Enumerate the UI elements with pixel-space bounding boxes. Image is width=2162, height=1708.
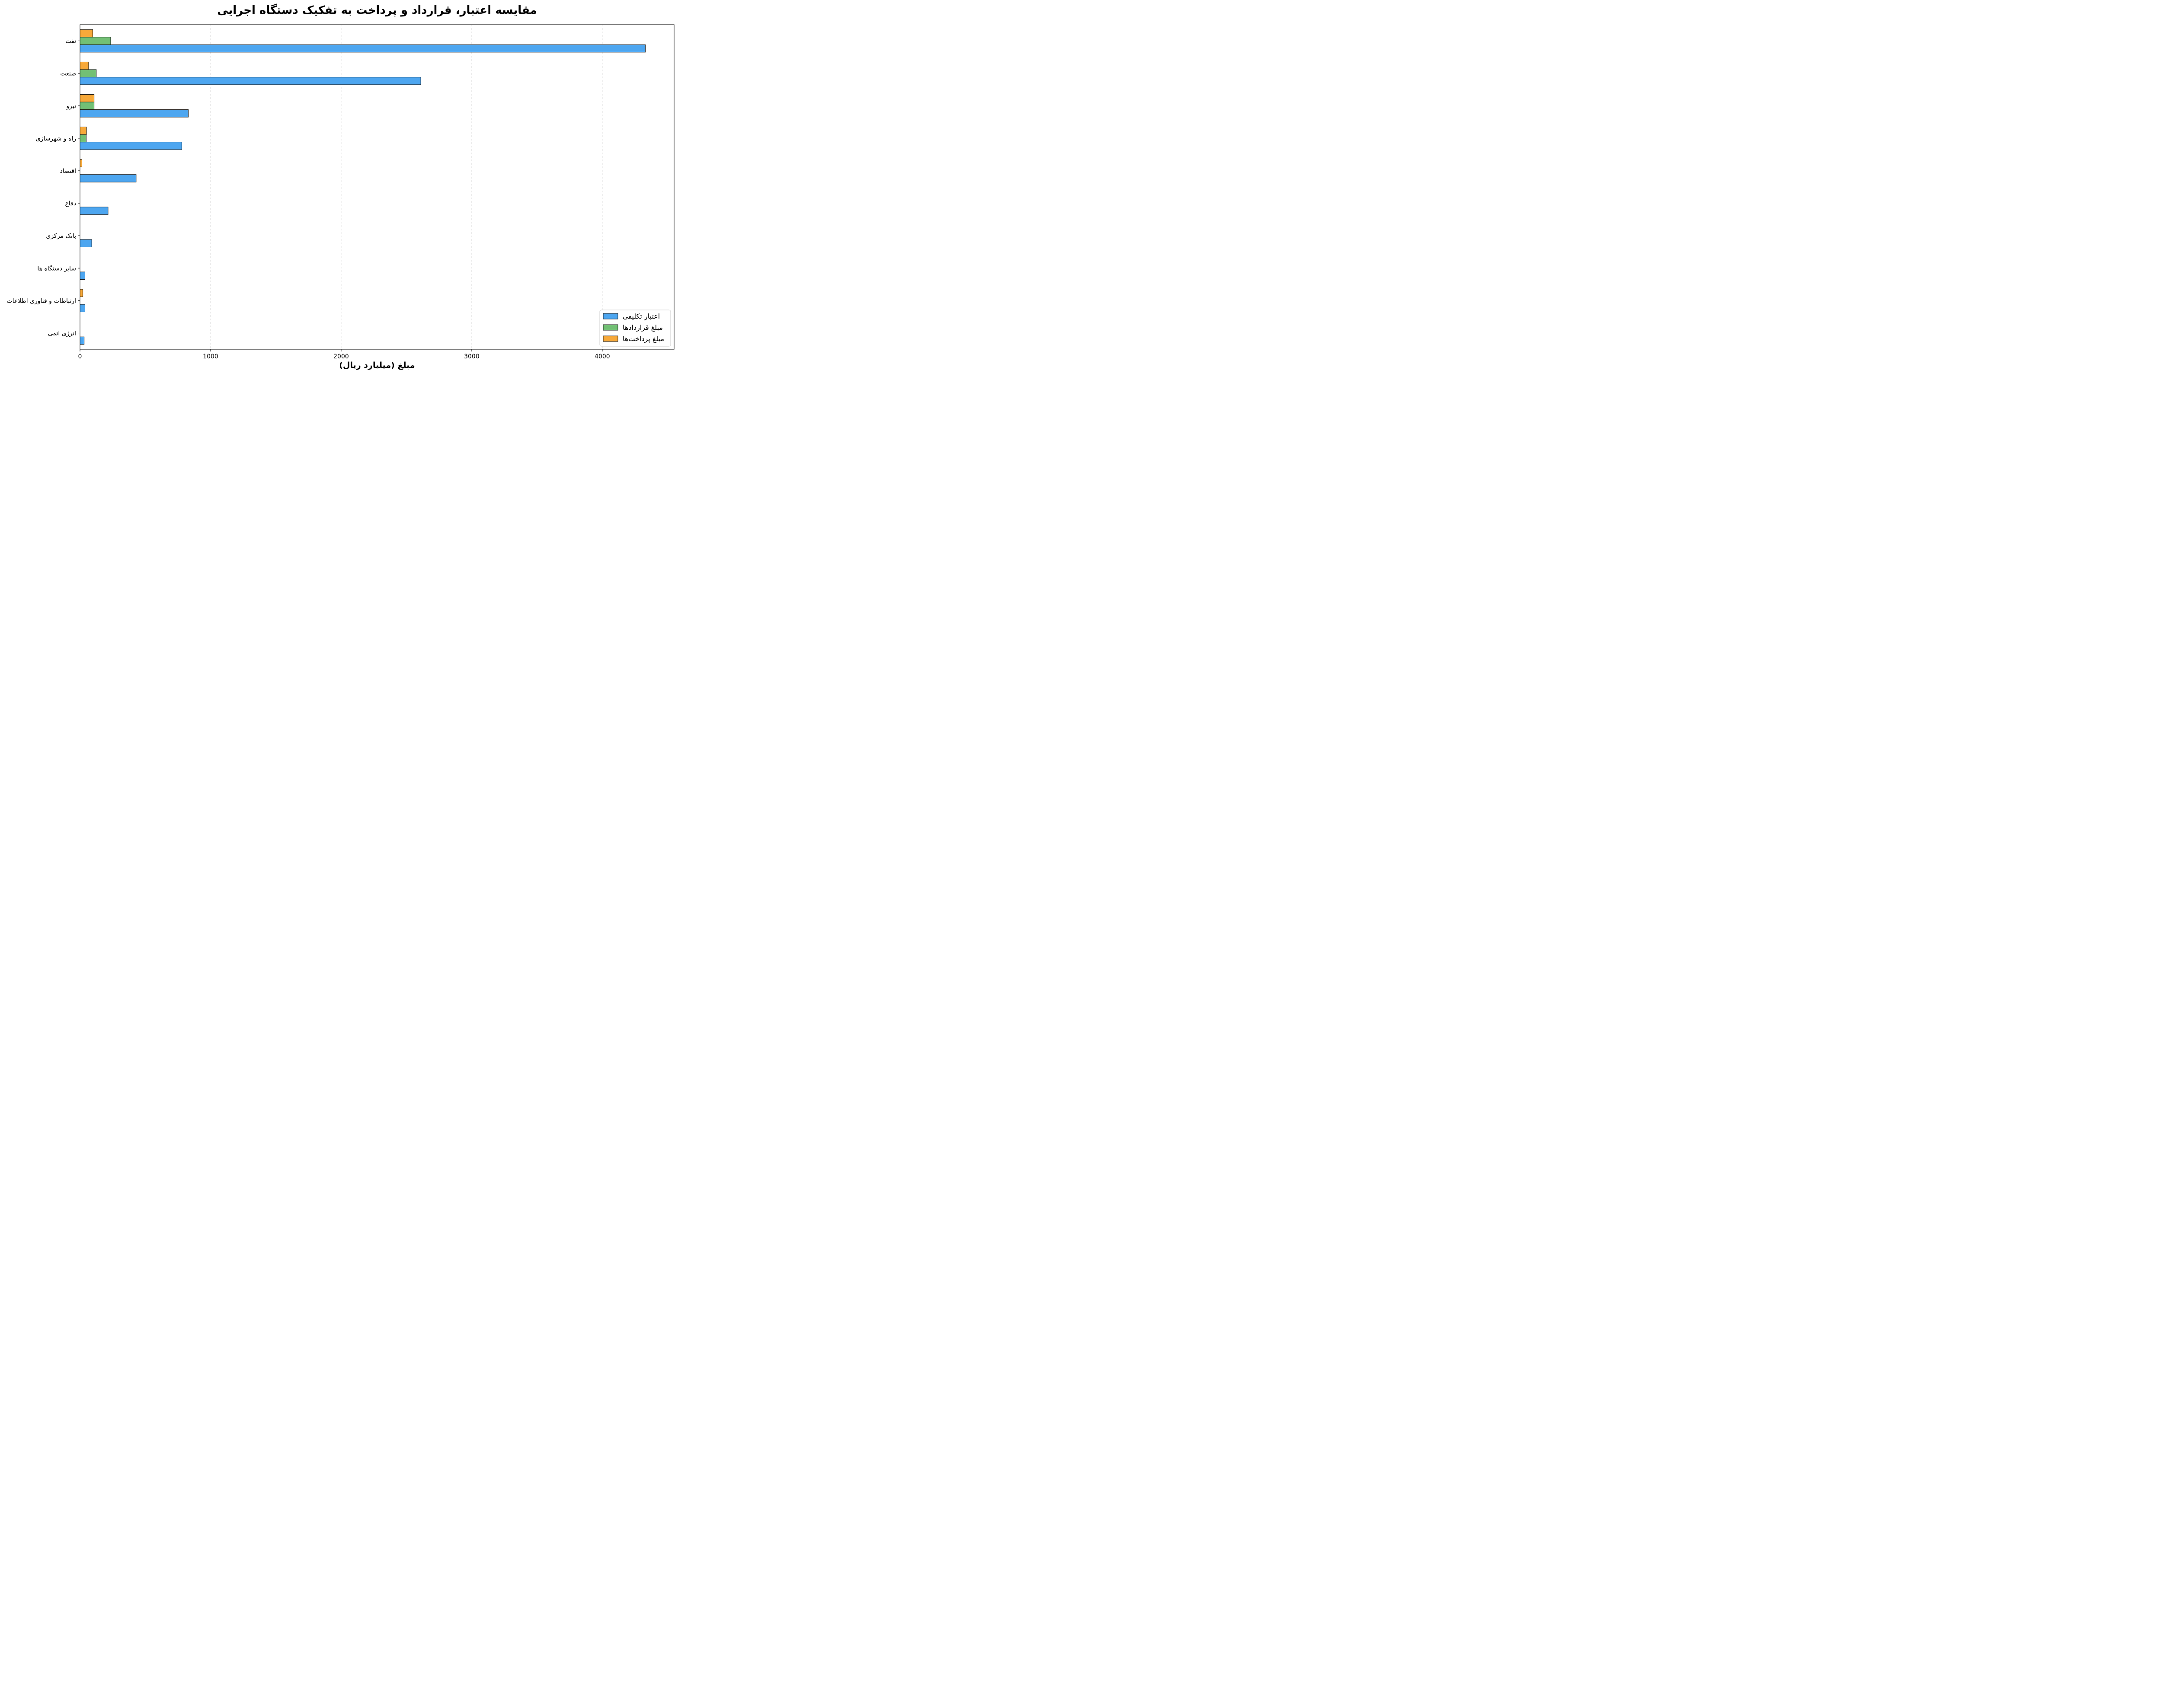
bar-2	[80, 69, 97, 77]
bar-3	[80, 94, 95, 102]
bar-3	[80, 289, 83, 297]
x-axis-label: مبلغ (میلیارد ریال)	[339, 361, 415, 370]
legend-swatch	[603, 313, 618, 319]
plot-frame	[80, 24, 675, 350]
bar-chart: مقایسه اعتبار، قرارداد و پرداخت به تفکیک…	[6, 3, 675, 370]
legend: اعتبار تکلیفی مبلغ قراردادها مبلغ پرداخت‌ه…	[599, 310, 671, 347]
bar-1	[80, 207, 109, 215]
legend-label: مبلغ پرداخت‌ها	[623, 335, 664, 343]
bar-1	[80, 239, 92, 247]
legend-label: اعتبار تکلیفی	[623, 312, 660, 321]
bar-3	[80, 159, 83, 167]
x-axis: 0 1000 2000 3000 4000	[78, 349, 610, 360]
y-tick-label: نیرو	[66, 103, 76, 110]
legend-swatch	[603, 335, 618, 342]
bar-1	[80, 336, 85, 345]
legend-label: مبلغ قراردادها	[623, 323, 663, 332]
bar-2	[80, 37, 111, 45]
chart-title: مقایسه اعتبار، قرارداد و پرداخت به تفکیک…	[217, 3, 537, 17]
bar-2	[80, 134, 86, 143]
bar-3	[80, 127, 87, 135]
bar-1	[80, 44, 646, 53]
y-tick-label: دفاع	[65, 200, 76, 207]
x-tick-label: 3000	[464, 353, 480, 360]
bar-2	[80, 102, 95, 110]
y-tick-label: بانک مرکزی	[46, 233, 76, 239]
y-tick-label: انرژی اتمی	[48, 330, 76, 337]
y-tick-label: اقتصاد	[60, 168, 76, 175]
y-axis: نفت صنعت نیرو راه و شهرسازی اقتصاد دفاع بانک م…	[6, 38, 80, 337]
y-tick-label: راه و شهرسازی	[36, 135, 76, 142]
y-tick-label: نفت	[65, 38, 76, 45]
x-tick-label: 2000	[333, 353, 349, 360]
bar-3	[80, 29, 93, 38]
y-tick-label: سایر دستگاه ها	[37, 265, 76, 272]
grid-lines	[210, 25, 603, 349]
bar-1	[80, 142, 182, 150]
bar-3	[80, 61, 89, 70]
x-tick-label: 0	[78, 353, 82, 360]
bar-1	[80, 109, 189, 118]
x-tick-label: 4000	[595, 353, 610, 360]
bars	[80, 29, 646, 345]
x-tick-label: 1000	[203, 353, 218, 360]
y-tick-label: ارتباطات و فناوری اطلاعات	[6, 297, 76, 304]
bar-1	[80, 77, 421, 85]
bar-1	[80, 304, 85, 313]
bar-1	[80, 174, 137, 182]
bar-1	[80, 271, 85, 280]
y-tick-label: صنعت	[60, 70, 76, 77]
legend-swatch	[603, 324, 618, 331]
